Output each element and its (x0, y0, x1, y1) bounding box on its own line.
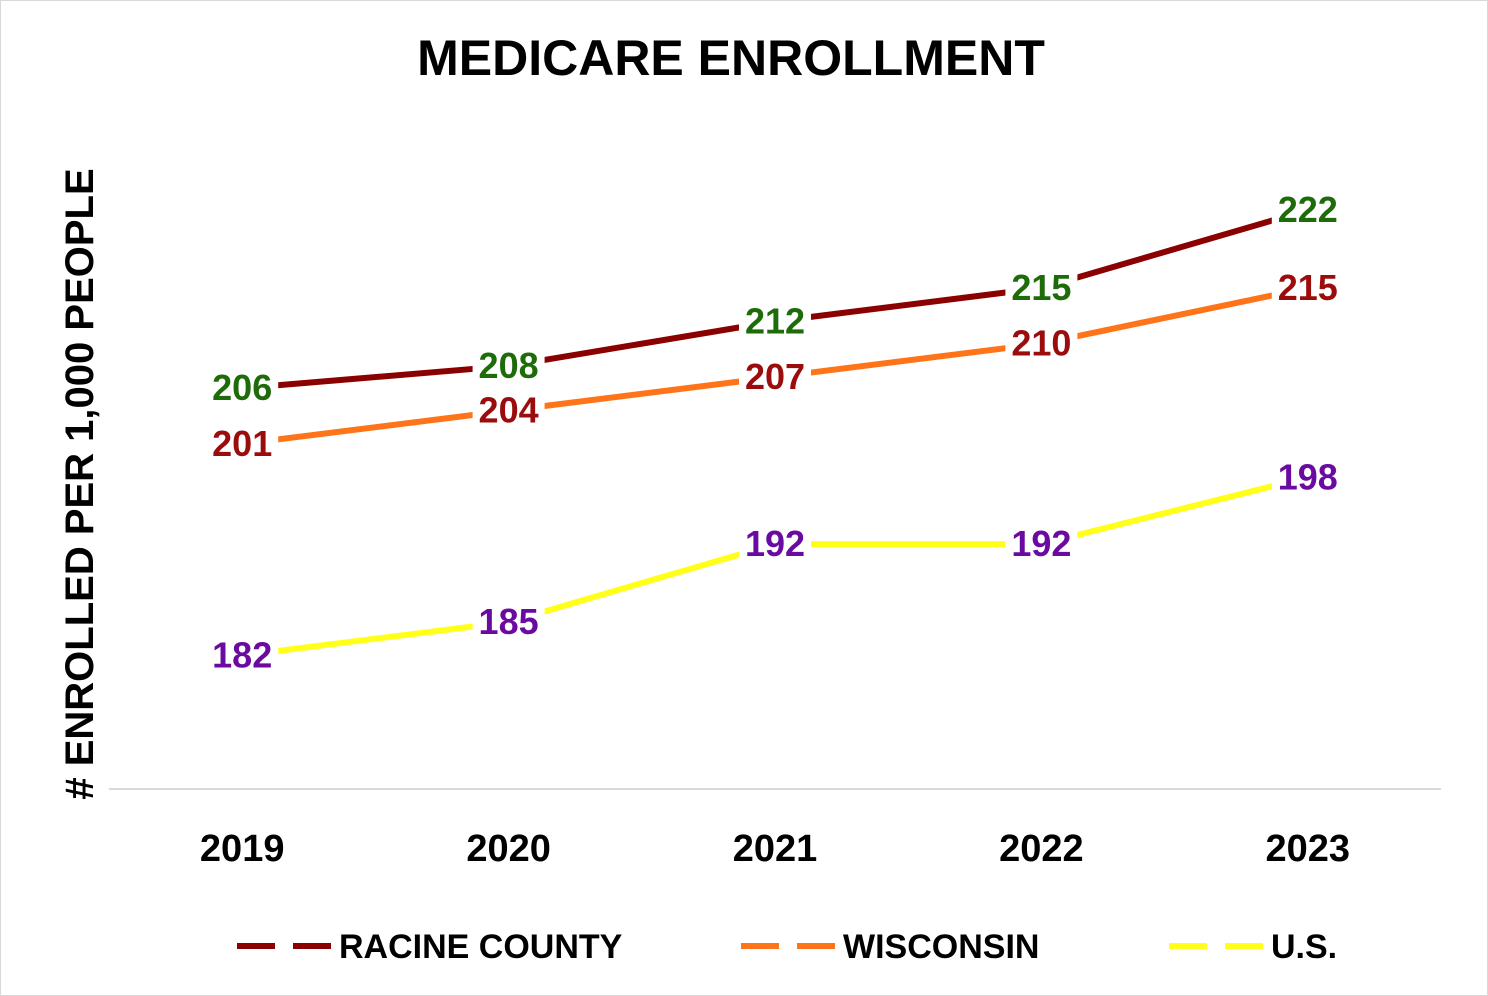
data-label-bg-wisconsin-2019 (206, 421, 279, 462)
data-label-bg-wisconsin-2023 (1271, 266, 1344, 306)
data-label-wisconsin-2022: 210 (1011, 323, 1071, 364)
x-tick-label-2019: 2019 (200, 828, 285, 870)
x-tick-label-2023: 2023 (1266, 828, 1351, 870)
data-label-u-s-2022: 192 (1011, 523, 1071, 564)
data-label-bg-racine-county-2021 (739, 299, 811, 340)
legend-label-wisconsin: WISCONSIN (843, 928, 1039, 966)
data-label-bg-racine-county-2019 (206, 366, 279, 407)
legend-label-racine-county: RACINE COUNTY (339, 928, 623, 966)
data-label-bg-u-s-2019 (206, 633, 279, 674)
data-label-bg-u-s-2023 (1271, 455, 1344, 496)
x-axis-ticks: 2019 2020 2021 2022 2023 (200, 828, 1350, 870)
legend: RACINE COUNTY WISCONSIN U.S. (237, 928, 1337, 966)
x-tick-label-2022: 2022 (999, 828, 1084, 870)
data-label-wisconsin-2023: 215 (1278, 267, 1338, 308)
data-label-u-s-2020: 185 (479, 601, 539, 642)
data-label-bg-wisconsin-2020 (472, 388, 545, 429)
x-tick-label-2020: 2020 (466, 828, 551, 870)
data-label-bg-wisconsin-2022 (1005, 321, 1078, 362)
y-axis-label: # ENROLLED PER 1,000 PEOPLE (58, 168, 102, 799)
data-label-bg-u-s-2021 (739, 522, 811, 563)
data-label-wisconsin-2019: 201 (212, 423, 272, 464)
x-tick-label-2021: 2021 (733, 828, 818, 870)
data-label-bg-racine-county-2022 (1005, 266, 1078, 306)
data-label-wisconsin-2021: 207 (745, 356, 805, 397)
data-label-bg-u-s-2022 (1005, 522, 1078, 563)
data-label-bg-wisconsin-2021 (739, 355, 811, 396)
data-label-racine-county-2021: 212 (745, 300, 805, 341)
data-label-u-s-2023: 198 (1278, 456, 1338, 497)
data-label-bg-racine-county-2020 (472, 343, 545, 384)
data-labels: 206 208 212 215 222 201 204 207 210 215 182 185 192 1… (206, 188, 1344, 675)
series-lines (239, 207, 1311, 659)
legend-label-u-s: U.S. (1271, 928, 1337, 966)
data-label-bg-racine-county-2023 (1271, 188, 1344, 229)
data-label-racine-county-2020: 208 (479, 345, 539, 386)
data-label-u-s-2021: 192 (745, 523, 805, 564)
series-line-u-s (239, 474, 1311, 659)
data-label-u-s-2019: 182 (212, 634, 272, 675)
data-label-racine-county-2023: 222 (1278, 189, 1338, 230)
data-label-racine-county-2019: 206 (212, 367, 272, 408)
chart-title: MEDICARE ENROLLMENT (417, 30, 1045, 86)
data-label-bg-u-s-2020 (472, 600, 545, 640)
data-label-racine-county-2022: 215 (1011, 267, 1071, 308)
data-label-wisconsin-2020: 204 (479, 389, 539, 430)
